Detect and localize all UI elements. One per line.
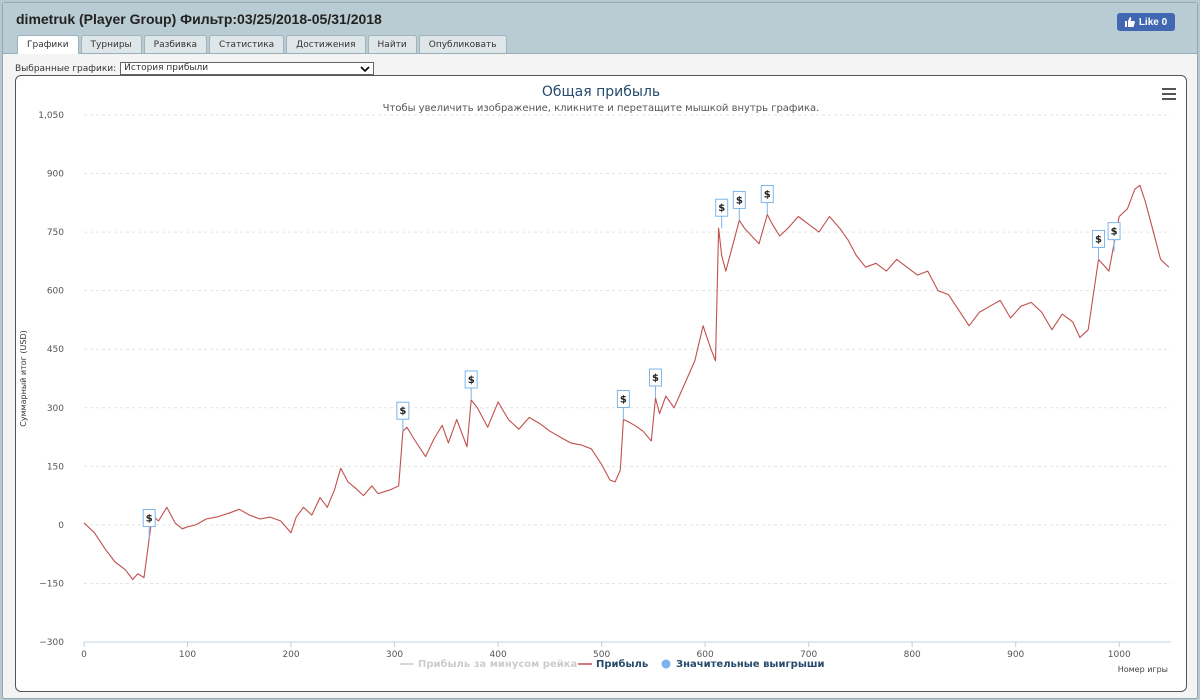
x-tick-label: 400 xyxy=(490,650,507,660)
y-tick-label: 900 xyxy=(47,170,64,180)
big-win-flag-box xyxy=(142,509,156,528)
big-win-flag-label: $ xyxy=(468,375,475,386)
window-title: dimetruk (Player Group) Фильтр:03/25/201… xyxy=(16,11,382,27)
legend-item-rake[interactable]: Прибыль за минусом рейка xyxy=(418,658,577,670)
y-tick-label: −150 xyxy=(39,579,64,589)
big-win-flag-label: $ xyxy=(718,203,725,214)
y-tick-label: −300 xyxy=(39,638,64,648)
big-win-flag[interactable]: $ xyxy=(142,509,156,539)
big-win-flag[interactable]: $ xyxy=(1092,229,1106,260)
facebook-like-label: Like 0 xyxy=(1138,16,1168,28)
big-win-flag[interactable]: $ xyxy=(616,389,630,420)
big-win-flag[interactable]: $ xyxy=(760,185,774,215)
chart-filter-label: Выбранные графики: xyxy=(15,63,117,74)
big-win-flag-box xyxy=(760,185,774,204)
big-win-flag-box xyxy=(464,370,478,389)
chart-title: Общая прибыль xyxy=(542,84,660,100)
tab-bar: Графики Турниры Разбивка Статистика Дост… xyxy=(17,35,507,54)
tab-statistics[interactable]: Статистика xyxy=(209,35,285,53)
y-tick-label: 1,050 xyxy=(38,111,64,121)
legend-item-profit[interactable]: Прибыль xyxy=(596,658,648,670)
x-tick-label: 600 xyxy=(697,650,714,660)
chart-menu-icon[interactable] xyxy=(1162,88,1176,100)
big-win-flag-label: $ xyxy=(652,373,659,384)
chevron-down-icon xyxy=(360,65,370,72)
y-axis-title: Суммарный итог (USD) xyxy=(19,330,28,427)
y-axis-ticks: −300 −150 0 150 300 450 600 750 900 1,050 xyxy=(38,111,64,648)
big-win-flag-label: $ xyxy=(736,195,743,206)
y-tick-label: 0 xyxy=(58,521,64,531)
facebook-like-button[interactable]: Like 0 xyxy=(1117,13,1175,31)
x-tick-label: 800 xyxy=(904,650,921,660)
big-win-markers: $ $ $ $ $ $ $ $ $ $ xyxy=(142,185,1121,539)
tab-breakdown[interactable]: Разбивка xyxy=(143,35,208,53)
chart-filter-row: Выбранные графики: История прибыли xyxy=(15,62,375,75)
legend-wins-symbol xyxy=(661,659,671,669)
chart-subtitle: Чтобы увеличить изображение, кликните и … xyxy=(383,103,820,114)
big-win-flag-label: $ xyxy=(620,394,627,405)
tab-publish[interactable]: Опубликовать xyxy=(418,35,507,53)
chart-legend: Прибыль за минусом рейка Прибыль Значите… xyxy=(400,658,825,670)
chart-container[interactable]: Общая прибыль Чтобы увеличить изображени… xyxy=(15,75,1187,692)
x-axis-title: Номер игры xyxy=(1118,665,1168,674)
x-tick-label: 300 xyxy=(386,650,403,660)
big-win-flag[interactable]: $ xyxy=(715,198,729,229)
tab-search[interactable]: Найти xyxy=(367,35,417,53)
y-tick-label: 300 xyxy=(47,404,64,414)
big-win-flag-box xyxy=(1092,229,1106,248)
chart-select-value: История прибыли xyxy=(124,63,209,73)
big-win-flag-label: $ xyxy=(146,514,153,525)
big-win-flag-box xyxy=(715,198,729,217)
y-tick-label: 450 xyxy=(47,345,64,355)
tab-charts[interactable]: Графики xyxy=(17,35,79,54)
x-tick-label: 0 xyxy=(81,650,87,660)
big-win-flag[interactable]: $ xyxy=(396,401,410,432)
big-win-flag-box xyxy=(616,389,630,408)
legend-item-big-wins[interactable]: Значительные выигрыши xyxy=(676,659,825,670)
y-tick-label: 150 xyxy=(47,462,64,472)
x-tick-label: 1000 xyxy=(1108,650,1131,660)
big-win-flag[interactable]: $ xyxy=(1107,222,1121,252)
big-win-flag-box xyxy=(732,190,746,209)
thumbs-up-icon xyxy=(1124,17,1135,27)
x-tick-label: 900 xyxy=(1007,650,1024,660)
big-win-flag-box xyxy=(1107,222,1121,241)
big-win-flag-label: $ xyxy=(764,190,771,201)
big-win-flag-label: $ xyxy=(1095,234,1102,245)
big-win-flag[interactable]: $ xyxy=(732,190,746,221)
big-win-flag-label: $ xyxy=(1111,227,1118,238)
x-tick-label: 700 xyxy=(800,650,817,660)
y-tick-label: 750 xyxy=(47,228,64,238)
y-tick-label: 600 xyxy=(47,287,64,297)
tab-tournaments[interactable]: Турниры xyxy=(80,35,142,53)
big-win-flag-box xyxy=(648,368,662,387)
x-axis-ticks: 0 100 200 300 400 500 600 700 800 900 1000 xyxy=(81,642,1131,660)
profit-chart[interactable]: Общая прибыль Чтобы увеличить изображени… xyxy=(16,76,1186,691)
grid-lines xyxy=(84,114,1171,584)
chart-select[interactable]: История прибыли xyxy=(120,62,375,75)
x-tick-label: 500 xyxy=(593,650,610,660)
tab-achievements[interactable]: Достижения xyxy=(286,35,366,53)
x-tick-label: 100 xyxy=(179,650,196,660)
big-win-flag[interactable]: $ xyxy=(648,368,662,399)
series-line-profit[interactable] xyxy=(83,184,1170,581)
big-win-flag-label: $ xyxy=(399,406,406,417)
x-tick-label: 200 xyxy=(282,650,299,660)
big-win-flag[interactable]: $ xyxy=(464,370,478,400)
big-win-flag-box xyxy=(396,401,410,420)
